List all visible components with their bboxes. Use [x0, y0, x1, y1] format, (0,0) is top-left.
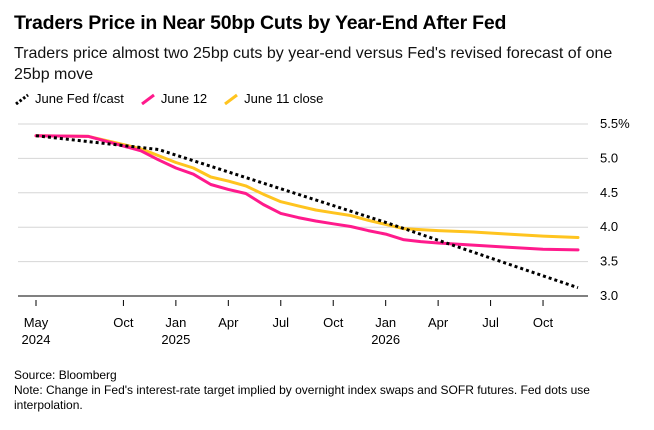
series-line-june-11-close	[34, 134, 580, 239]
legend-swatch	[140, 93, 155, 105]
legend-label: June Fed f/cast	[35, 91, 124, 106]
series-lines	[34, 134, 580, 290]
source-note: Source: Bloomberg	[14, 368, 117, 382]
x-tick-label: Oct	[533, 315, 554, 330]
y-tick-label: 5.0	[600, 150, 618, 165]
x-tick-year-label: 2025	[161, 332, 190, 347]
legend-label: June 11 close	[244, 91, 324, 106]
legend-swatch	[224, 93, 239, 105]
series-line-june-fed-f-cast	[35, 134, 579, 290]
x-tick-label: Jan	[165, 315, 186, 330]
legend-label: June 12	[160, 91, 208, 106]
legend-item: June Fed f/cast	[14, 91, 124, 106]
x-tick-label: Jul	[482, 315, 499, 330]
x-tick-label: Oct	[113, 315, 134, 330]
footnote: Note: Change in Fed's interest-rate targ…	[14, 383, 590, 412]
gridlines	[18, 123, 588, 297]
y-tick-label: 3.5	[600, 254, 618, 269]
series-line-june-12	[34, 134, 580, 252]
legend-swatch	[15, 93, 29, 105]
chart-subtitle: Traders price almost two 25bp cuts by ye…	[14, 45, 613, 83]
x-tick-label: Apr	[218, 315, 239, 330]
x-tick-label: Jan	[375, 315, 396, 330]
x-axis: May 2024 Oct Jan 2025 Apr Jul Oct Jan 2026 Apr Jul O…	[22, 300, 554, 347]
y-tick-label: 3.0	[600, 288, 618, 303]
line-chart: May 2024 Oct Jan 2025 Apr Jul Oct Jan 2026 Apr Jul O…	[18, 116, 630, 347]
x-tick-year-label: 2026	[371, 332, 400, 347]
x-tick-year-label: 2024	[22, 332, 51, 347]
legend-item: June 12	[140, 91, 207, 106]
chart-title: Traders Price in Near 50bp Cuts by Year-…	[14, 12, 507, 34]
x-tick-label: Oct	[323, 315, 344, 330]
y-tick-label: 4.0	[600, 219, 618, 234]
legend: June Fed f/cast June 12 June 11 close	[14, 91, 339, 108]
x-tick-label: May	[24, 315, 49, 330]
x-tick-label: Apr	[428, 315, 449, 330]
x-tick-label: Jul	[272, 315, 289, 330]
y-tick-label: 5.5%	[600, 116, 630, 131]
legend-item: June 11 close	[223, 91, 323, 106]
y-tick-label: 4.5	[600, 185, 618, 200]
y-axis: 5.5% 5.0 4.5 4.0 3.5 3.0	[600, 116, 630, 303]
